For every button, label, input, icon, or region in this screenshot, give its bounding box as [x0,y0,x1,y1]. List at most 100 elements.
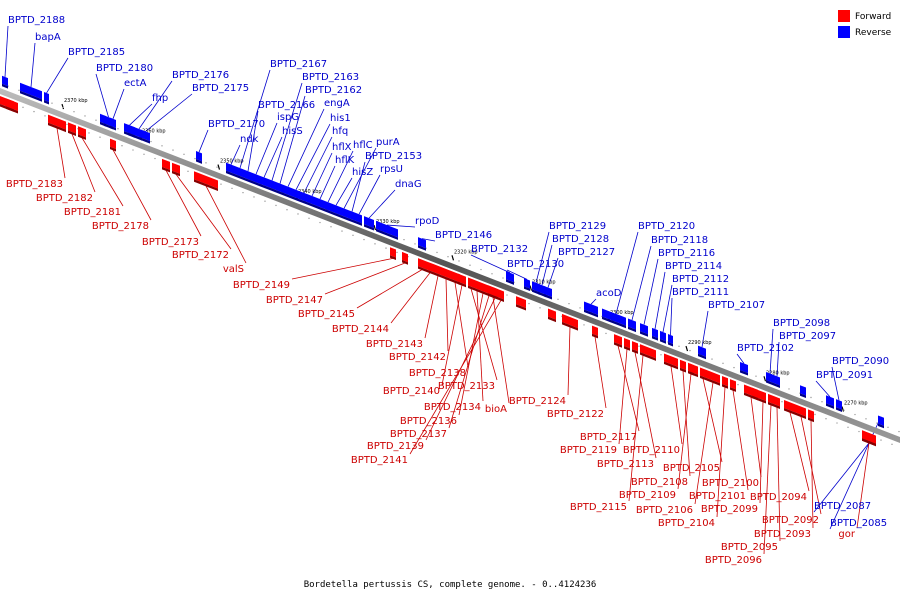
tick-mark [529,285,533,291]
minor-tick [242,191,244,194]
gene-label-bptd-2115: BPTD_2115 [570,502,627,513]
gene-shadow [2,83,8,89]
label-leader-lines [4,25,882,555]
gene-label-hflx: hflX [332,142,352,153]
gene-label-bptd-2096: BPTD_2096 [705,555,762,566]
gene-label-hisz: hisZ [352,167,373,178]
gene-shadow [768,401,774,407]
gene-label-rpsu: rpsU [380,164,403,175]
leader-line [390,272,431,324]
minor-tick [810,396,812,399]
leader-line [541,244,553,286]
forward-gene [664,353,678,367]
leader-line [46,57,69,94]
minor-tick [231,187,233,190]
minor-tick [689,349,691,352]
tick-mark [373,224,377,231]
gene-shadow [390,255,396,261]
legend-reverse: Reverse [838,26,892,38]
leader-line [815,380,831,398]
forward-gene [48,114,66,130]
reverse-gene [268,178,276,191]
gene-shadow [300,199,308,205]
gene-shadow [700,375,706,381]
reverse-gene [100,113,106,125]
minor-tick [447,256,449,258]
gene-label-bptd-2119: BPTD_2119 [560,445,617,456]
reverse-gene [826,395,834,407]
gene-shadow [862,438,876,447]
forward-gene [808,409,814,420]
leader-line [255,122,278,175]
leader-line [324,262,406,295]
reverse-gene [544,285,552,298]
gene-shadow [356,221,362,226]
forward-gene [680,359,686,371]
minor-tick [275,204,277,207]
reverse-gene [276,182,284,194]
tick-label: 2290 kbp [688,340,712,346]
gene-label-bptd-2107: BPTD_2107 [708,300,765,311]
leader-line [421,238,436,242]
gene-shadow [628,326,636,333]
gene-shadow [284,193,292,199]
leader-line [702,378,723,463]
reverse-gene [44,92,49,103]
forward-gene [434,264,442,276]
gene-shadow [110,146,116,152]
reverse-gene [324,200,332,212]
minor-tick [858,430,860,433]
gene-shadow [826,403,834,409]
minor-tick [143,153,145,155]
reverse-gene [668,334,673,344]
gene-shadow [584,309,598,318]
forward-gene [706,369,720,384]
forward-gene [468,277,474,288]
forward-gene [480,282,486,293]
minor-tick [385,247,387,249]
gene-shadow [44,100,49,105]
gene-shadow [226,170,236,178]
leader-line [492,297,510,404]
minor-tick [502,277,504,279]
leader-line [662,284,673,333]
gene-shadow [110,125,116,131]
gene-shadow [632,349,638,354]
gene-label-hflc: hflC [353,140,373,151]
tick-label: 2360 kbp [142,128,166,134]
minor-tick [605,332,607,335]
forward-gene [700,367,706,378]
gene-label-bptd-2175: BPTD_2175 [192,83,249,94]
reverse-gene [766,372,774,384]
gene-label-ndk: ndk [240,134,259,145]
gene-label-hflk: hflK [335,155,355,166]
leader-line [368,189,396,219]
gene-shadow [620,323,626,329]
tick-label: 2340 kbp [298,189,322,195]
leader-line [81,137,124,207]
leader-line [409,300,502,455]
minor-tick [286,209,288,211]
gene-shadow [698,353,706,360]
gene-label-bptd-2129: BPTD_2129 [549,221,606,232]
gene-shadow [646,354,656,361]
gene-label-bptd-2087: BPTD_2087 [814,501,871,512]
minor-tick [814,413,816,416]
tick-label: 2370 kbp [64,98,88,104]
gene-label-bptd-2181: BPTD_2181 [64,207,121,218]
gene-label-bptd-2133: BPTD_2133 [438,381,495,392]
minor-tick [836,422,838,424]
gene-label-bptd-2137: BPTD_2137 [390,429,447,440]
gene-shadow [562,321,578,331]
gene-label-bptd-2085: BPTD_2085 [830,518,887,529]
gene-shadow [244,177,252,184]
forward-gene [450,270,460,283]
gene-label-bptd-2132: BPTD_2132 [471,244,528,255]
minor-tick [99,136,101,138]
reverse-gene [340,206,348,218]
minor-tick [733,366,735,369]
forward-gene [194,171,218,189]
tick-label: 2300 kbp [610,310,634,316]
minor-tick [781,400,783,403]
leader-line [351,161,366,212]
